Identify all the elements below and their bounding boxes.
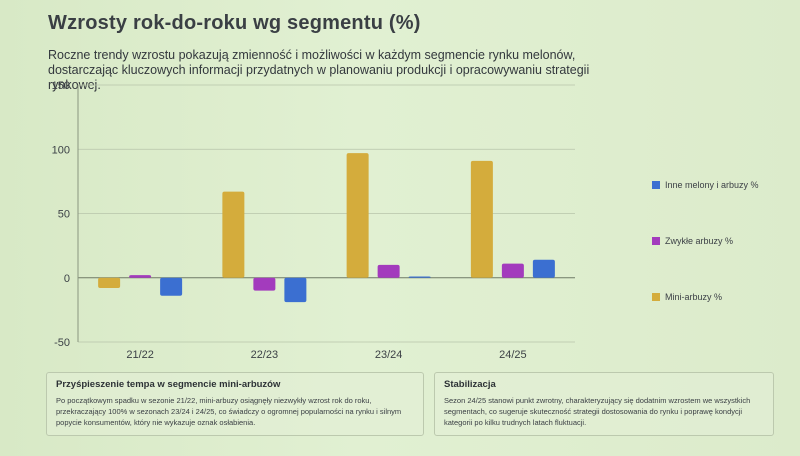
bar-inne-24-25 bbox=[532, 259, 555, 278]
bar-inne-21-22 bbox=[160, 277, 183, 296]
y-tick-label: 150 bbox=[52, 80, 70, 92]
bar-zwykle-21-22 bbox=[129, 275, 152, 278]
legend-item-mini: Mini-arbuzy % bbox=[652, 292, 722, 302]
x-tick-label: 22/23 bbox=[251, 349, 279, 361]
page-title: Wzrosty rok-do-roku wg segmentu (%) bbox=[48, 12, 421, 34]
page-subtitle: Roczne trendy wzrostu pokazują zmienność… bbox=[48, 48, 590, 92]
x-tick-label: 21/22 bbox=[126, 349, 154, 361]
x-tick-label: 23/24 bbox=[375, 349, 403, 361]
insight-card-mini-text: Po początkowym spadku w sezonie 21/22, m… bbox=[56, 396, 402, 427]
chart-legend: Inne melony i arbuzy % Zwykłe arbuzy % M… bbox=[652, 0, 800, 456]
bar-zwykle-22-23 bbox=[253, 277, 276, 291]
bar-inne-23-24 bbox=[408, 276, 431, 278]
y-tick-label: 50 bbox=[58, 209, 70, 221]
legend-swatch-inne bbox=[652, 181, 660, 189]
y-tick-label: 100 bbox=[52, 144, 70, 156]
bar-inne-22-23 bbox=[284, 277, 307, 303]
legend-label-zwykle: Zwykłe arbuzy % bbox=[665, 236, 734, 246]
insight-card-stabilizacja: Stabilizacja Sezon 24/25 stanowi punkt z… bbox=[434, 372, 774, 436]
legend-label-inne: Inne melony i arbuzy % bbox=[665, 180, 759, 190]
bar-mini-22-23 bbox=[222, 191, 245, 278]
legend-item-inne: Inne melony i arbuzy % bbox=[652, 180, 759, 190]
legend-label-mini: Mini-arbuzy % bbox=[665, 292, 723, 302]
legend-swatch-mini bbox=[652, 293, 660, 301]
bar-mini-23-24 bbox=[346, 153, 369, 278]
y-tick-label: 0 bbox=[64, 273, 70, 285]
insight-card-mini: Przyśpieszenie tempa w segmencie mini-ar… bbox=[46, 372, 424, 436]
insight-card-mini-title: Przyśpieszenie tempa w segmencie mini-ar… bbox=[56, 379, 281, 390]
bar-zwykle-24-25 bbox=[501, 263, 524, 278]
x-tick-label: 24/25 bbox=[499, 349, 527, 361]
y-tick-label: -50 bbox=[54, 337, 70, 349]
chart-grid bbox=[78, 84, 575, 343]
bar-mini-24-25 bbox=[470, 160, 493, 278]
bar-zwykle-23-24 bbox=[377, 264, 400, 278]
chart-axis: 150 100 50 0 -50 21/22 22/23 23/24 24/25 bbox=[52, 80, 527, 361]
legend-swatch-zwykle bbox=[652, 237, 660, 245]
legend-item-zwykle: Zwykłe arbuzy % bbox=[652, 236, 733, 246]
insight-card-stabilizacja-title: Stabilizacja bbox=[444, 379, 496, 390]
bar-mini-21-22 bbox=[98, 277, 121, 289]
insight-card-stabilizacja-text: Sezon 24/25 stanowi punkt zwrotny, chara… bbox=[444, 396, 751, 427]
chart-bars bbox=[98, 153, 555, 303]
